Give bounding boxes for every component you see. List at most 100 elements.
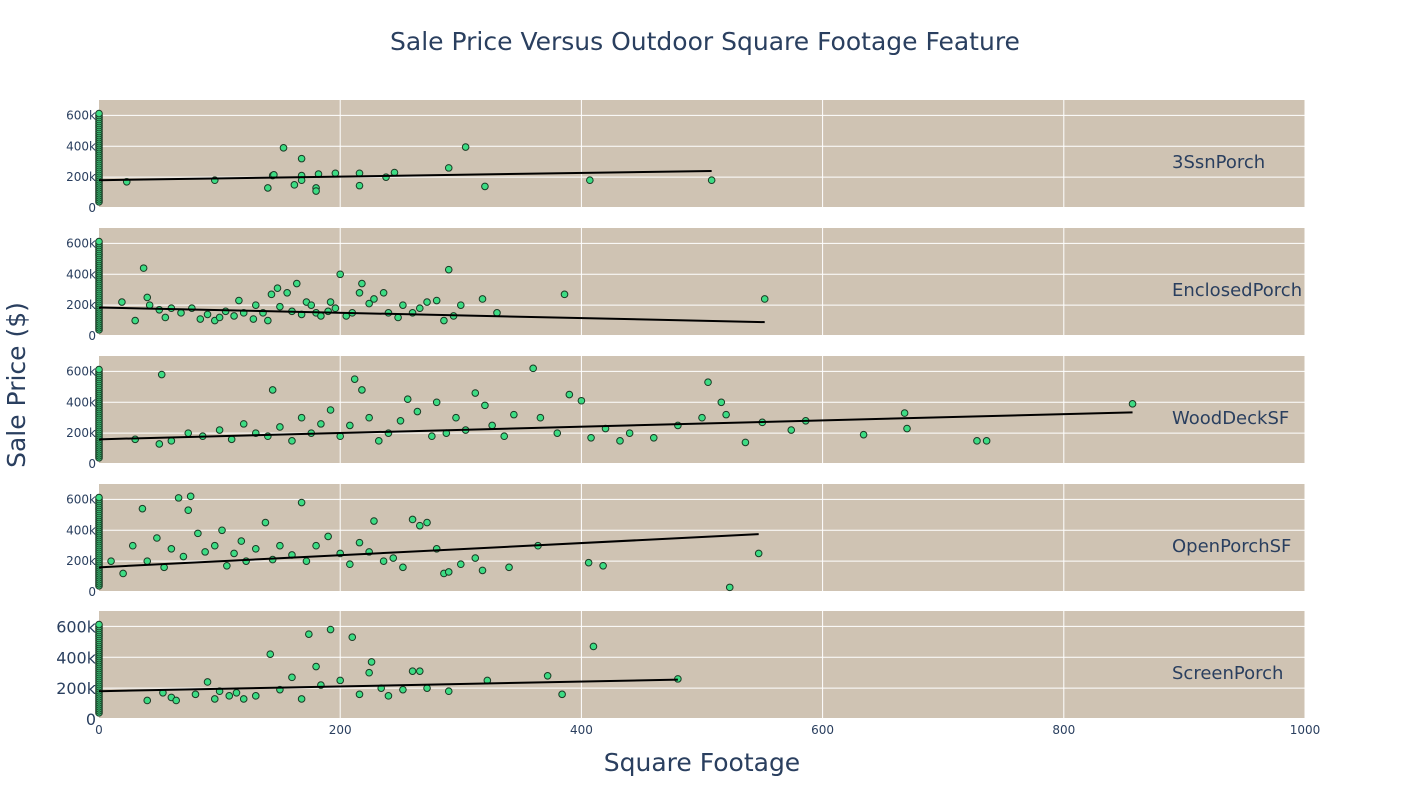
trend-line [98,533,759,569]
data-point [326,298,335,306]
data-point [399,685,407,694]
panel-label: WoodDeckSF [1172,408,1289,429]
data-point [399,301,407,309]
data-point [191,690,200,699]
data-point [201,548,209,556]
data-point [900,409,909,417]
data-point [283,289,291,297]
data-point [297,154,306,163]
data-point [365,299,373,308]
x-tick-label: 400 [570,723,593,737]
data-point [196,315,205,323]
data-point [302,557,311,565]
data-point [355,538,364,547]
data-point [326,406,335,414]
data-point [276,423,284,431]
data-point [481,401,489,410]
data-point [674,421,682,430]
data-point [553,429,562,437]
data-point [266,650,275,659]
data-point [290,181,299,189]
data-point [305,630,313,638]
data-point [529,364,537,373]
data-point [194,529,202,538]
data-point [432,296,441,305]
data-point [161,313,170,322]
data-point [698,413,706,422]
data-point [510,410,518,419]
data-point [276,541,284,550]
data-point [355,289,364,297]
data-point [471,389,480,397]
data-point [312,541,320,550]
subplot-panels: 0 200k 400k 600k 3SsnPorch 0 200k 400k 600k Enclo… [56,100,1320,737]
data-point [184,429,193,437]
chart-title: Sale Price Versus Outdoor Square Footage… [390,27,1020,56]
y-tick-label: 200k [66,170,96,184]
data-point [488,421,496,430]
data-point [279,144,288,152]
data-point [444,164,453,172]
data-point [560,290,569,299]
data-point [95,109,103,118]
data-point [336,676,345,685]
data-point [370,295,378,303]
data-point [95,620,103,629]
data-point [649,433,658,442]
data-point [754,549,763,558]
data-point [350,375,359,383]
data-point [760,295,769,303]
data-point [625,429,634,437]
panel-background [99,611,1305,719]
y-axis-title: Sale Price ($) [2,302,31,468]
data-point [478,295,487,303]
data-point [232,688,241,697]
data-point [143,557,152,565]
data-point [157,370,166,379]
data-point [536,413,545,422]
data-point [249,315,258,323]
data-point [461,143,470,151]
y-tick-label: 600k [66,236,96,250]
data-point [717,398,726,407]
data-point [586,176,594,185]
data-point [982,437,991,445]
data-point [973,437,981,445]
y-tick-label: 600k [66,108,96,122]
data-point [399,563,407,572]
data-point [396,417,405,425]
data-point [203,310,212,319]
data-point [267,290,276,299]
data-point [118,298,126,306]
y-tick-label: 400k [66,523,96,537]
data-point [251,301,260,309]
panel-enclosedporch: 0 200k 400k 600k EnclosedPorch [66,228,1306,343]
data-point [358,279,366,288]
data-point [379,289,388,297]
data-point [261,518,270,527]
panel-label: EnclosedPorch [1172,280,1302,301]
data-point [297,695,306,703]
data-point [707,176,716,185]
data-point [215,313,224,322]
x-axis-title: Square Footage [604,748,800,777]
trend-line [98,411,1133,441]
data-point [221,307,230,316]
y-tick-label: 0 [88,329,96,343]
data-point [444,568,453,576]
data-point [408,515,417,524]
trend-line [98,306,765,324]
data-point [457,301,465,309]
data-point [317,420,325,428]
data-point [348,633,357,642]
data-point [493,309,501,317]
panel-label: 3SsnPorch [1172,152,1265,173]
data-point [139,264,148,272]
data-point [143,696,152,705]
data-point [423,684,431,692]
data-point [324,532,332,541]
data-point [119,569,127,578]
data-point [423,298,431,306]
y-tick-label: 600k [66,364,96,378]
